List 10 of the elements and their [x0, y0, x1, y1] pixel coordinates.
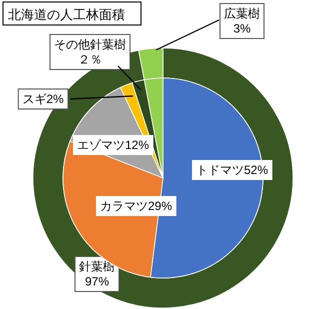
slice-label: トドマツ52%: [196, 163, 268, 177]
slice-label: スギ2%: [22, 92, 64, 106]
slice-label: 広葉樹: [224, 6, 260, 20]
data-label: 3%: [233, 22, 251, 36]
slice-label: その他針葉樹: [54, 38, 126, 52]
data-label: ２％: [78, 52, 102, 66]
slice-label: エゾマツ12%: [76, 138, 150, 152]
chart-title: 北海道の人工林面積: [8, 7, 125, 22]
data-label: 97%: [84, 274, 110, 288]
slice-label: カラマツ29%: [100, 199, 172, 213]
